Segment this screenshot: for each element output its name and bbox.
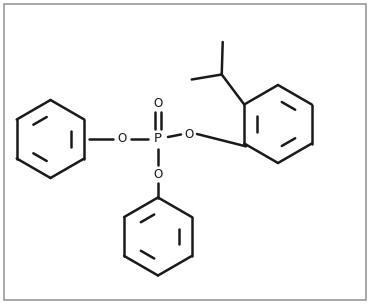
Text: P: P xyxy=(154,133,162,146)
Text: O: O xyxy=(153,96,162,109)
Text: O: O xyxy=(117,133,127,146)
Text: O: O xyxy=(153,168,162,181)
Text: O: O xyxy=(184,127,194,140)
